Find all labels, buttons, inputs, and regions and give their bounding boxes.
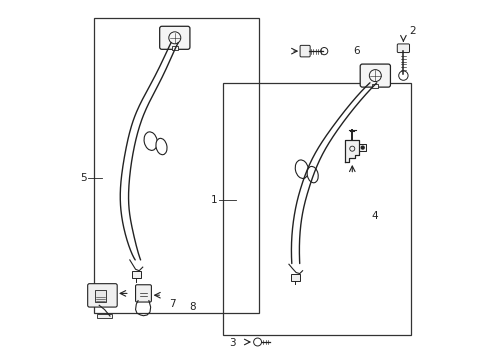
FancyBboxPatch shape xyxy=(160,26,190,49)
FancyBboxPatch shape xyxy=(360,64,391,87)
FancyBboxPatch shape xyxy=(397,44,410,53)
Bar xyxy=(132,271,141,278)
Polygon shape xyxy=(360,144,366,151)
Text: 1: 1 xyxy=(211,195,217,205)
Text: 7: 7 xyxy=(170,299,176,309)
Ellipse shape xyxy=(295,160,309,179)
Bar xyxy=(98,314,112,318)
Ellipse shape xyxy=(307,166,318,183)
Text: 8: 8 xyxy=(189,302,196,312)
Polygon shape xyxy=(345,140,360,162)
FancyBboxPatch shape xyxy=(88,284,117,307)
Bar xyxy=(372,84,378,88)
Ellipse shape xyxy=(156,138,167,155)
Bar xyxy=(223,83,411,335)
Text: 2: 2 xyxy=(409,26,416,36)
Bar xyxy=(94,18,259,313)
Text: 4: 4 xyxy=(371,211,378,221)
Text: 6: 6 xyxy=(354,46,360,56)
FancyBboxPatch shape xyxy=(136,285,151,302)
Bar xyxy=(172,46,178,50)
Text: 3: 3 xyxy=(229,338,236,348)
Ellipse shape xyxy=(144,132,157,150)
Bar xyxy=(95,290,106,302)
Text: 5: 5 xyxy=(80,173,87,183)
Circle shape xyxy=(361,146,364,149)
FancyBboxPatch shape xyxy=(300,45,310,57)
Bar xyxy=(291,274,300,281)
